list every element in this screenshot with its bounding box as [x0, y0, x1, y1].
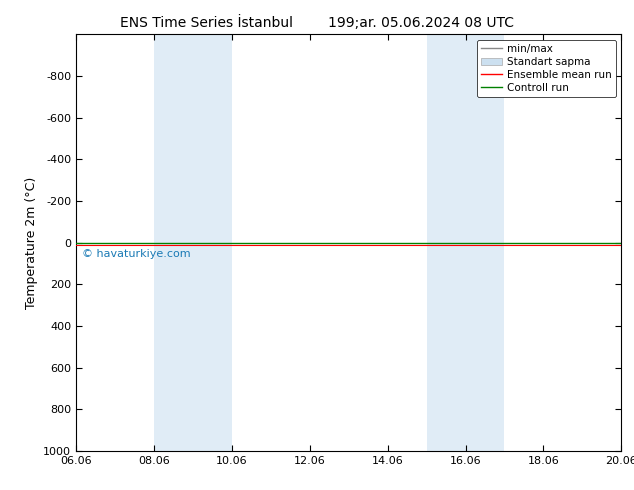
Text: ENS Time Series İstanbul        199;ar. 05.06.2024 08 UTC: ENS Time Series İstanbul 199;ar. 05.06.2… — [120, 15, 514, 30]
Text: © havaturkiye.com: © havaturkiye.com — [82, 249, 191, 259]
Legend: min/max, Standart sapma, Ensemble mean run, Controll run: min/max, Standart sapma, Ensemble mean r… — [477, 40, 616, 97]
Y-axis label: Temperature 2m (°C): Temperature 2m (°C) — [25, 176, 37, 309]
Bar — [427, 34, 505, 451]
Bar — [154, 34, 232, 451]
